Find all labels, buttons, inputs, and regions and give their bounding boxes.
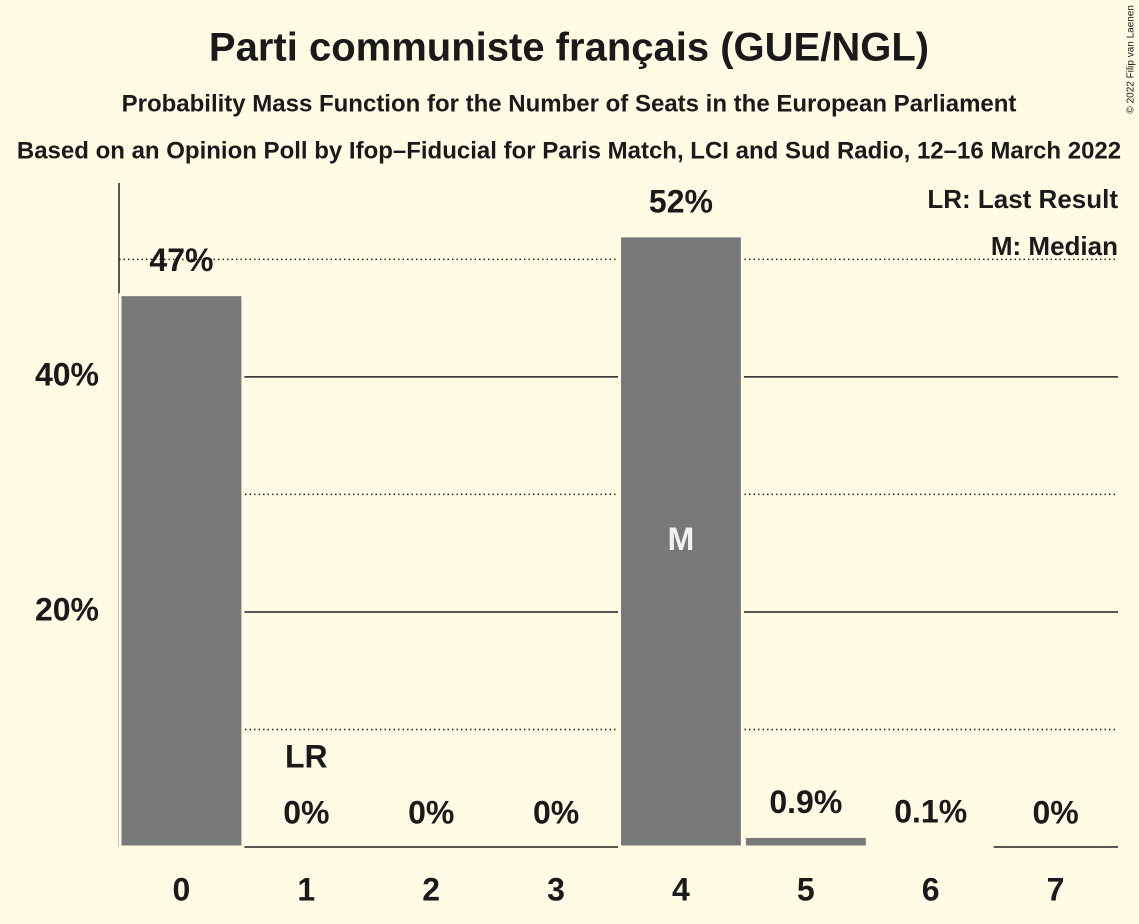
y-tick-label: 40% (35, 356, 99, 392)
bar (742, 834, 869, 849)
x-tick-label: 0 (173, 871, 191, 907)
x-tick-label: 6 (922, 871, 940, 907)
value-label: 0.9% (769, 784, 842, 820)
value-label: 0% (1032, 794, 1078, 830)
chart-subtitle: Based on an Opinion Poll by Ifop–Fiducia… (17, 137, 1121, 164)
copyright: © 2022 Filip van Laenen (1126, 5, 1137, 114)
chart-subtitle: Probability Mass Function for the Number… (122, 90, 1017, 117)
value-label: 0.1% (894, 793, 967, 829)
value-label: 52% (649, 183, 713, 219)
y-tick-label: 20% (35, 591, 99, 627)
x-tick-label: 4 (672, 871, 690, 907)
x-tick-label: 1 (297, 871, 315, 907)
value-label: 0% (283, 794, 329, 830)
legend-entry: M: Median (991, 231, 1118, 261)
value-label: 0% (533, 794, 579, 830)
bar (618, 234, 744, 849)
x-tick-label: 7 (1047, 871, 1065, 907)
bar (867, 844, 994, 849)
annotation: LR (285, 738, 328, 774)
x-tick-label: 3 (547, 871, 565, 907)
annotation: M (668, 521, 695, 557)
legend-entry: LR: Last Result (927, 184, 1118, 214)
value-label: 47% (149, 242, 213, 278)
x-tick-label: 5 (797, 871, 815, 907)
x-tick-label: 2 (422, 871, 440, 907)
chart-title: Parti communiste français (GUE/NGL) (209, 26, 929, 70)
bar (118, 293, 245, 849)
value-label: 0% (408, 794, 454, 830)
